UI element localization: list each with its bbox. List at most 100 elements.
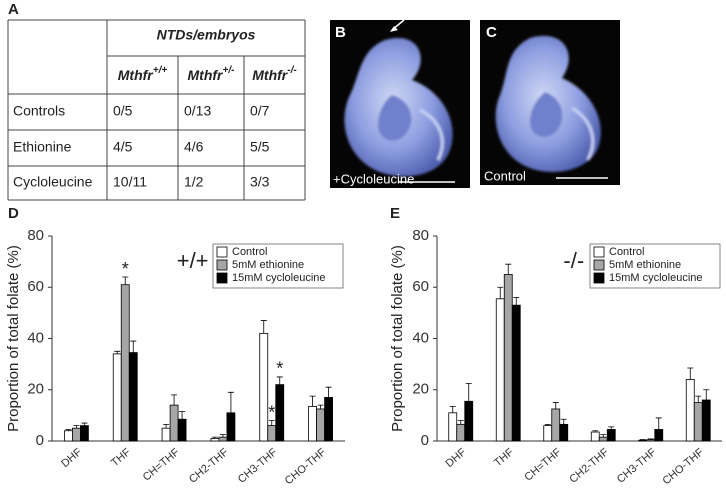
significance-mark: * (276, 359, 283, 379)
error-bar (268, 420, 275, 426)
error-bar (695, 395, 702, 403)
bar (64, 430, 73, 442)
y-tick-label: 40 (27, 329, 44, 346)
bar (275, 384, 285, 442)
header-sup: -/- (287, 65, 297, 76)
header-sup: +/- (223, 65, 236, 76)
error-bar (647, 438, 654, 440)
error-bar (65, 429, 72, 431)
y-tick-label: 0 (36, 432, 44, 449)
table-cell: 10/11 (113, 174, 147, 190)
table-cell: 0/7 (250, 103, 270, 119)
legend-box (589, 243, 721, 289)
legend-swatch (593, 272, 605, 284)
y-tick-label: 80 (27, 227, 44, 244)
bar (685, 379, 695, 442)
legend-label: 5mM ethionine (232, 259, 304, 271)
bar (120, 284, 130, 442)
bar (503, 274, 513, 442)
panel-label: E (390, 205, 400, 222)
legend-label: 5mM ethionine (609, 259, 681, 271)
row-label: Controls (13, 103, 65, 119)
bar (448, 412, 458, 442)
error-bar (179, 411, 186, 420)
error-bar (465, 382, 472, 402)
bar (267, 425, 277, 442)
table-header: NTDs/embryos (157, 27, 256, 43)
y-tick-label: 60 (412, 278, 429, 295)
bar (218, 436, 228, 442)
legend-label: 15mM cycloleucine (609, 272, 703, 284)
table-cell: 1/2 (184, 174, 204, 190)
error-bar (114, 350, 121, 354)
bar (590, 431, 600, 442)
bar (693, 402, 703, 442)
error-bar (687, 367, 694, 380)
x-tick-label: CH2-THF (187, 446, 231, 486)
column-header: Mthfr+/+ (118, 65, 168, 83)
photo-b: +Cycloleucine (330, 19, 470, 188)
error-bar (457, 420, 464, 425)
error-bar (449, 406, 456, 413)
error-bar (513, 297, 520, 306)
legend-swatch (593, 246, 605, 258)
bar (606, 429, 616, 442)
panel-label: C (486, 24, 497, 41)
bar (324, 397, 333, 442)
x-tick-label: DHF (444, 446, 469, 470)
legend-label: Control (609, 246, 644, 258)
bar (226, 412, 236, 442)
y-tick-label: 20 (412, 381, 429, 398)
error-bar (130, 340, 137, 353)
genotype-label: -/- (563, 248, 584, 273)
x-tick-label: CH3-THF (615, 446, 659, 486)
y-axis-label: Proportion of total folate (%) (389, 245, 406, 432)
column-header: Mthfr-/- (252, 65, 297, 83)
legend-swatch (593, 259, 605, 271)
bar (654, 429, 664, 442)
table-cell: 3/3 (250, 174, 270, 190)
x-tick-label: CHO-THF (660, 446, 706, 487)
y-tick-label: 80 (412, 227, 429, 244)
bar (80, 425, 89, 442)
bar (559, 423, 569, 442)
error-bar (600, 434, 607, 438)
error-bar (325, 386, 332, 398)
x-tick-label: CHO-THF (283, 446, 329, 487)
error-bar (276, 376, 283, 385)
bar (128, 352, 138, 442)
error-bar (505, 263, 512, 275)
y-axis-label: Proportion of total folate (%) (5, 245, 22, 432)
y-tick-label: 20 (27, 381, 44, 398)
genotype-label: +/+ (177, 248, 209, 273)
significance-mark: * (268, 402, 275, 422)
legend-box (212, 243, 344, 289)
error-bar (703, 389, 710, 400)
error-bar (544, 423, 551, 426)
x-tick-label: THF (492, 446, 516, 469)
error-bar (211, 436, 218, 439)
bar (464, 400, 474, 442)
bar (646, 439, 656, 442)
bar (169, 404, 179, 442)
error-bar (655, 417, 662, 430)
error-bar (227, 391, 234, 413)
photo-caption: +Cycloleucine (333, 171, 414, 186)
row-label: Ethionine (13, 139, 72, 155)
legend-label: Control (232, 246, 267, 258)
bar (72, 427, 81, 442)
error-bar (122, 276, 129, 285)
bar (511, 304, 521, 442)
panel-label: B (335, 24, 346, 41)
significance-mark: * (122, 259, 129, 279)
bar (543, 425, 553, 442)
table-cell: 4/6 (184, 139, 204, 155)
x-tick-label: CH3-THF (236, 446, 280, 486)
error-bar (639, 439, 646, 441)
error-bar (260, 320, 267, 334)
table (7, 19, 306, 201)
header-base: Mthfr (252, 67, 289, 83)
bar (701, 399, 711, 442)
panel-label: D (8, 205, 19, 222)
legend-swatch (216, 259, 228, 271)
